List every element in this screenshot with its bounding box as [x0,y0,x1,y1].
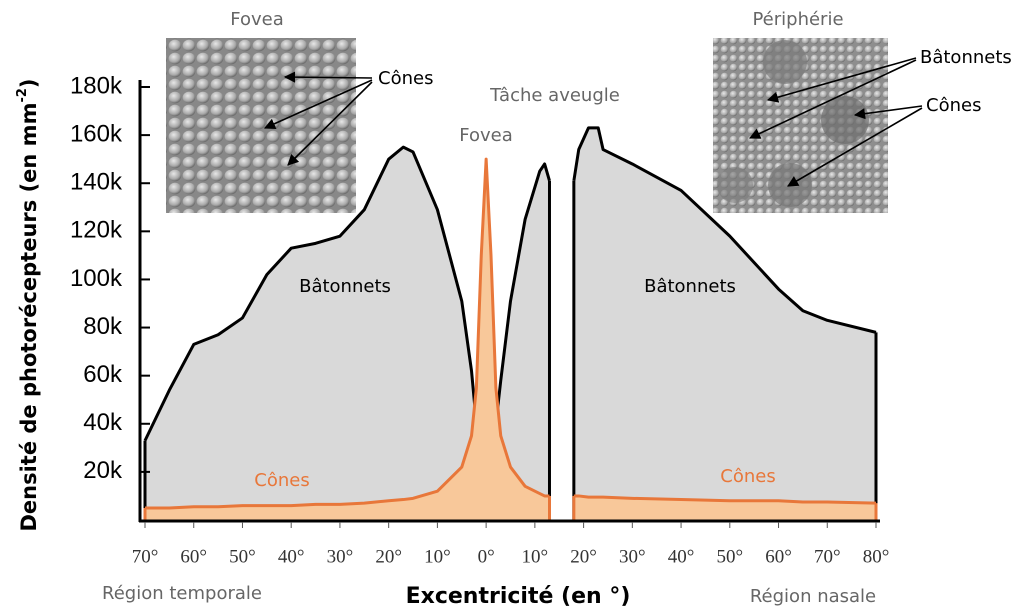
x-tick-label: 80° [863,546,890,567]
x-tick-label: 30° [619,546,646,567]
region-label: Région nasale [750,586,876,607]
arrow [766,57,917,103]
cone-cell [821,96,869,144]
arrow [263,79,373,129]
y-tick-label: 40k [83,409,123,436]
y-axis-title-sup: -2 [15,88,30,102]
x-tick-label: 60° [765,546,792,567]
x-tick-label: 20° [570,546,597,567]
x-tick-label: 40° [668,546,695,567]
annotations: Fovea Périphérie Cônes Bâtonnets Cônes T… [15,9,1012,609]
y-tick-label: 140k [70,169,123,196]
arrow [748,59,917,139]
plot-area: Bâtonnets Cônes 20k 40k 60k 80k 100k 120k 140k 16… [70,72,889,567]
x-tick-label: 50° [716,546,743,567]
y-tick-label: 180k [70,72,123,99]
series-label: Bâtonnets [299,276,391,297]
annotation: Fovea [459,125,512,146]
insets [166,38,923,213]
series-label: Cônes [254,470,309,491]
inset-title: Périphérie [752,9,843,30]
y-tick-label: 60k [83,361,123,388]
region-label: Région temporale [102,583,262,604]
x-tick-label: 10° [522,546,549,567]
annotation: Tâche aveugle [489,85,620,106]
y-tick-label: 120k [70,217,123,244]
arrows [263,57,923,187]
arrow [787,107,923,187]
inset-title: Fovea [230,9,283,30]
x-tick-label: 20° [375,546,402,567]
x-tick-label: 70° [132,546,159,567]
x-tick-label: 50° [229,546,256,567]
x-tick-label: 0° [478,546,495,567]
y-tick-label: 160k [70,120,123,147]
arrow [283,71,373,83]
y-axis-title-close: ) [17,78,41,88]
y-tick-label: 80k [83,313,123,340]
series-line: Cônes [145,157,877,510]
annotation: Cônes [926,95,981,116]
cone-cell [763,40,807,84]
y-tick-label: 20k [83,457,123,484]
series-label: Bâtonnets [644,276,736,297]
x-tick-label: 60° [180,546,207,567]
x-axis-title: Excentricité (en °) [406,584,631,609]
x-tick-label: 70° [814,546,841,567]
series-line: Bâtonnets [143,126,877,522]
arrow [853,105,923,120]
y-axis-title-text: Densité de photorécepteurs (en mm [17,103,41,532]
fovea-image [166,38,356,213]
y-tick-label: 100k [70,265,123,292]
x-tick-label: 30° [327,546,354,567]
series-label: Cônes [720,466,775,487]
annotation: Bâtonnets [920,47,1012,68]
annotation: Cônes [378,68,433,89]
y-axis-title: Densité de photorécepteurs (en mm-2) [15,78,42,531]
x-tick-label: 40° [278,546,305,567]
area-fill [145,127,876,521]
cone-cell [717,167,753,203]
arrow [287,81,373,166]
x-tick-label: 10° [424,546,451,567]
